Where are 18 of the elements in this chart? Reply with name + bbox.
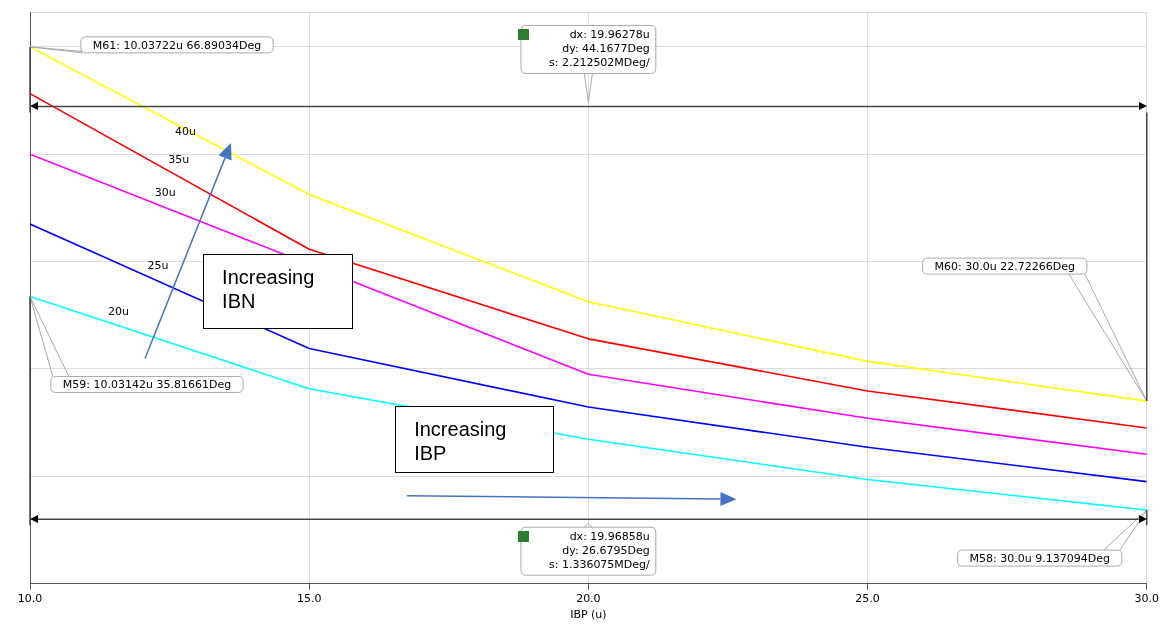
series-label: 25u xyxy=(147,258,169,272)
x-tick-label: 25.0 xyxy=(855,592,880,606)
annotation: M60: 30.0u 22.72266Deg xyxy=(934,259,1075,273)
annotation: M59: 10.03142u 35.81661Deg xyxy=(62,378,232,392)
annotation: dx: 19.96278u dy: 44.1677Deg s: 2.212502MDeg/ xyxy=(548,27,651,69)
x-tick-label: 20.0 xyxy=(576,592,601,606)
x-tick-label: 30.0 xyxy=(1134,592,1159,606)
series-label: 35u xyxy=(168,152,190,166)
x-tick-label: 10.0 xyxy=(17,592,43,606)
annotation: M58: 30.0u 9.137094Deg xyxy=(969,551,1110,565)
callout-box: Increasing IBN xyxy=(203,254,353,329)
x-axis-title: IBP (u) xyxy=(570,608,607,622)
series-label: 30u xyxy=(154,186,176,199)
annotation: dx: 19.96858u dy: 26.6795Deg s: 1.336075MDeg/ xyxy=(548,529,651,571)
series-label: 20u xyxy=(107,304,129,318)
x-tick-label: 15.0 xyxy=(296,592,322,606)
callout-box: Increasing IBP xyxy=(395,405,554,474)
annotation: M61: 10.03722u 66.89034Deg xyxy=(92,38,262,52)
